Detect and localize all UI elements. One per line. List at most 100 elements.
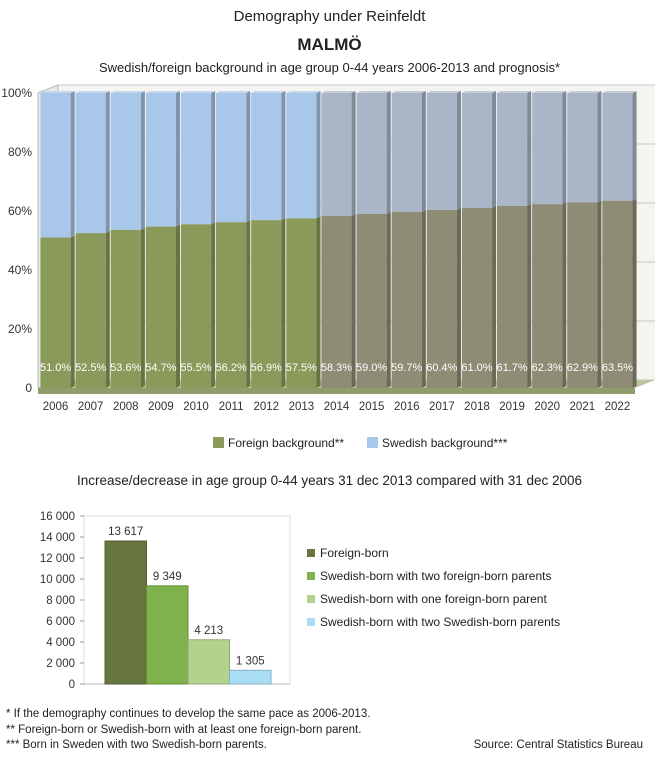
bar-swedish-side xyxy=(527,91,532,206)
bar-swedish-top xyxy=(286,91,321,93)
x-tick-label: 2016 xyxy=(394,401,420,413)
y-tick-label: 14 000 xyxy=(40,532,75,544)
bar-value-label: 54.7% xyxy=(145,362,176,374)
y-tick-label: 60% xyxy=(8,204,32,218)
bar-swedish-background xyxy=(321,93,352,217)
footnote-3: *** Born in Sweden with two Swedish-born… xyxy=(6,739,267,751)
x-tick-label: 2008 xyxy=(113,401,139,413)
bar-foreign-side xyxy=(456,207,461,388)
bar-swedish-side xyxy=(386,91,391,214)
x-tick-label: 2011 xyxy=(219,401,244,413)
bar-value-label: 55.5% xyxy=(180,362,211,374)
bar-swedish-background xyxy=(426,93,457,210)
bar-value-label: 51.0% xyxy=(40,362,71,374)
bar-swedish-top xyxy=(391,91,426,93)
bar-foreign-side xyxy=(140,227,145,388)
legend-label: Foreign-born xyxy=(320,546,389,560)
bar-foreign-background xyxy=(40,237,71,388)
bar-foreign-side xyxy=(246,220,251,388)
bar-foreign-background xyxy=(286,218,317,388)
bar-swedish-background xyxy=(251,93,282,221)
y-tick-label: 40% xyxy=(8,263,32,277)
bar-swedish-top xyxy=(40,91,75,93)
legend-swatch xyxy=(307,549,315,557)
bar-swedish-top xyxy=(496,91,532,93)
bar-1 xyxy=(104,540,147,685)
bar-foreign-background xyxy=(567,202,598,388)
y-tick-label: 4 000 xyxy=(46,637,75,649)
x-tick-label: 2018 xyxy=(464,401,490,413)
bar-swedish-background xyxy=(216,93,247,223)
bar-foreign-background xyxy=(180,224,212,388)
bar-value-label: 57.5% xyxy=(286,362,317,374)
legend-swatch xyxy=(307,572,315,580)
legend-label: Swedish-born with two Swedish-born paren… xyxy=(320,615,560,629)
bar-swedish-background xyxy=(602,93,633,201)
legend-swatch xyxy=(307,595,315,603)
bar-foreign-side xyxy=(386,211,391,388)
bar-value-label: 4 213 xyxy=(194,625,223,637)
y-tick-label: 8 000 xyxy=(46,595,75,607)
bar-swedish-background xyxy=(40,93,71,238)
bar-swedish-background xyxy=(75,93,106,234)
bar-swedish-top xyxy=(567,91,602,93)
bar-swedish-side xyxy=(632,91,637,201)
bar-value-label: 9 349 xyxy=(153,571,182,583)
bar-value-label: 59.7% xyxy=(391,362,422,374)
y-tick-label: 0 xyxy=(69,679,75,691)
chart-subtitle: Swedish/foreign background in age group … xyxy=(98,60,561,75)
bar-swedish-background xyxy=(461,93,493,209)
bar-foreign-side xyxy=(597,200,602,388)
bar-value-label: 53.6% xyxy=(110,362,141,374)
bar-foreign-background xyxy=(251,220,282,388)
x-tick-label: 2021 xyxy=(570,401,596,413)
bar-swedish-background xyxy=(110,93,141,230)
bar-value-label: 62.3% xyxy=(532,362,563,374)
bar-swedish-top xyxy=(602,91,637,93)
bar-value-label: 62.9% xyxy=(567,362,598,374)
x-tick-label: 2010 xyxy=(183,401,209,413)
bar-swedish-top xyxy=(426,91,461,93)
bar-value-label: 59.0% xyxy=(356,362,387,374)
bar-value-label: 58.3% xyxy=(321,362,352,374)
bar-swedish-background xyxy=(496,93,528,206)
bar-swedish-side xyxy=(597,91,602,203)
y-tick-label: 20% xyxy=(8,322,32,336)
bar-swedish-background xyxy=(391,93,422,212)
bar-swedish-side xyxy=(246,91,251,223)
y-tick-label: 80% xyxy=(8,145,32,159)
bar-foreign-background xyxy=(496,205,528,388)
bar-swedish-side xyxy=(70,91,75,238)
bar-foreign-background xyxy=(356,213,387,388)
bar-swedish-top xyxy=(75,91,110,93)
bar-foreign-side xyxy=(281,218,286,388)
bar-foreign-side xyxy=(211,222,216,388)
city-title: MALMÖ xyxy=(297,35,362,54)
bar-foreign-background xyxy=(602,200,633,388)
x-tick-label: 2022 xyxy=(605,401,631,413)
bar-foreign-side xyxy=(632,198,637,388)
x-tick-label: 2013 xyxy=(289,401,315,413)
bar-swedish-side xyxy=(456,91,461,210)
bar-foreign-background xyxy=(110,229,141,388)
bar-swedish-side xyxy=(281,91,286,221)
bar-swedish-side xyxy=(421,91,426,212)
bar-swedish-top xyxy=(251,91,286,93)
bar-swedish-top xyxy=(110,91,145,93)
bar-foreign-background xyxy=(391,211,422,388)
bar-swedish-background xyxy=(145,93,177,227)
bar-swedish-background xyxy=(286,93,317,219)
x-tick-label: 2020 xyxy=(534,401,560,413)
bar-swedish-side xyxy=(140,91,145,230)
y-tick-label: 12 000 xyxy=(40,553,75,565)
bar-foreign-background xyxy=(75,233,106,388)
source-note: Source: Central Statistics Bureau xyxy=(473,739,643,751)
bar-swedish-top xyxy=(216,91,251,93)
legend-swatch xyxy=(307,618,315,626)
bar-value-label: 63.5% xyxy=(602,362,633,374)
bar-foreign-background xyxy=(145,226,177,388)
bar-value-label: 52.5% xyxy=(75,362,106,374)
bar-swedish-side xyxy=(316,91,321,219)
legend-label: Swedish-born with one foreign-born paren… xyxy=(320,592,547,606)
